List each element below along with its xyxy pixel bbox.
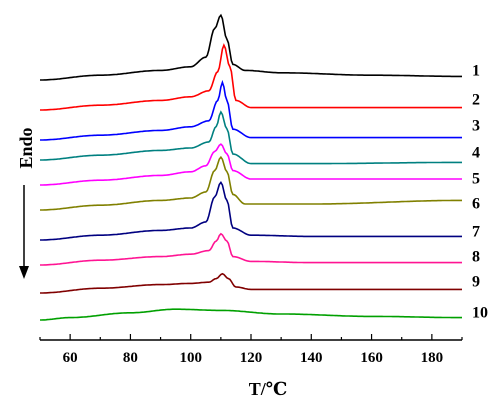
x-tick-label: 140 <box>300 350 323 366</box>
curve-8 <box>40 232 462 266</box>
curve-label-7: 7 <box>472 224 480 241</box>
curves-layer <box>40 13 462 321</box>
curve-9 <box>40 272 462 294</box>
curve-label-4: 4 <box>472 145 480 162</box>
curve-3 <box>40 79 462 141</box>
curve-label-9: 9 <box>472 274 480 291</box>
curve-label-3: 3 <box>472 118 480 135</box>
curve-1 <box>40 13 462 81</box>
curve-10 <box>40 308 462 321</box>
y-axis-annotation: Endo <box>16 127 36 279</box>
curve-label-10: 10 <box>472 305 488 322</box>
curve-labels: 1 2 3 4 5 6 7 8 9 10 <box>472 63 488 322</box>
x-tick-label: 180 <box>421 350 444 366</box>
x-tick-label: 60 <box>63 350 78 366</box>
curve-5 <box>40 143 462 186</box>
x-tick-label: 120 <box>240 350 263 366</box>
curve-4 <box>40 110 462 165</box>
curve-7 <box>40 180 462 241</box>
x-axis-title: T/℃ <box>249 379 288 399</box>
x-axis: 60 80 100 120 140 160 180 <box>39 334 463 366</box>
curve-label-5: 5 <box>472 171 480 188</box>
curve-label-1: 1 <box>472 63 480 80</box>
y-axis-title: Endo <box>16 127 36 168</box>
curve-label-6: 6 <box>472 196 480 213</box>
x-tick-label: 100 <box>179 350 202 366</box>
curve-6 <box>40 155 462 211</box>
curve-label-2: 2 <box>472 92 480 109</box>
curve-2 <box>40 43 462 111</box>
x-tick-label: 80 <box>123 350 138 366</box>
curve-label-8: 8 <box>472 249 480 266</box>
endo-arrow-head <box>19 266 29 279</box>
x-tick-label: 160 <box>360 350 383 366</box>
